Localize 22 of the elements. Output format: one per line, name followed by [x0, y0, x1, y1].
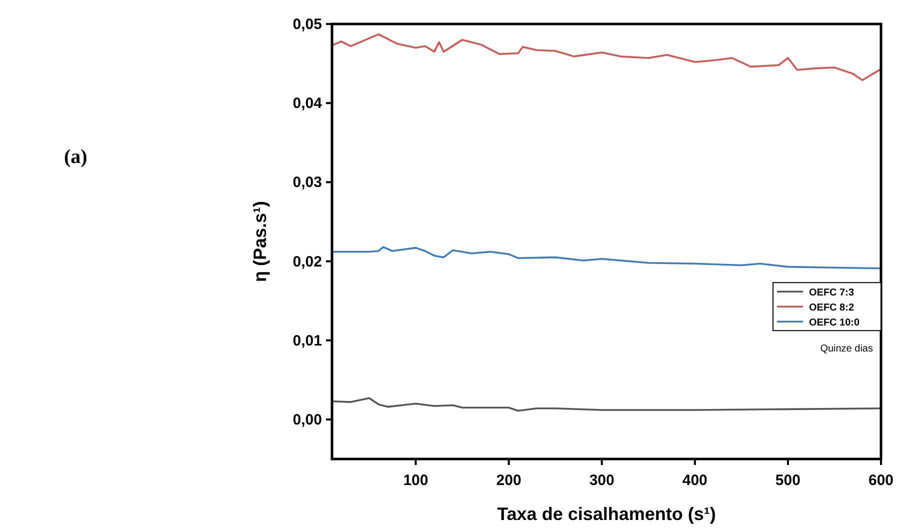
line-series [331, 397, 882, 412]
y-axis-title: η (Pas.s¹) [250, 200, 270, 282]
y-tick-label: 0,00 [292, 411, 322, 428]
y-tick-label: 0,05 [292, 16, 322, 33]
x-axis-title: Taxa de cisalhamento (s¹) [497, 504, 716, 524]
y-tick-label: 0,03 [292, 174, 322, 192]
x-tick-label: 600 [868, 472, 894, 489]
x-tick-label: 400 [682, 472, 708, 489]
y-tick-label: 0,02 [292, 253, 322, 270]
text: (a) [64, 146, 88, 168]
legend-label: OEFC 7:3 [809, 288, 854, 299]
legend-label: OEFC 10:0 [809, 318, 860, 329]
legend-label: OEFC 8:2 [809, 302, 854, 314]
line-series [331, 246, 882, 270]
x-tick-label: 300 [589, 472, 614, 489]
y-tick-label: 0,04 [292, 95, 323, 112]
x-tick-label: 100 [403, 472, 428, 489]
x-tick-label: 200 [496, 472, 522, 489]
annotation: Quinze dias [820, 344, 873, 355]
line-series [331, 33, 882, 82]
y-tick-label: 0,01 [292, 332, 322, 350]
x-tick-label: 500 [775, 472, 800, 489]
